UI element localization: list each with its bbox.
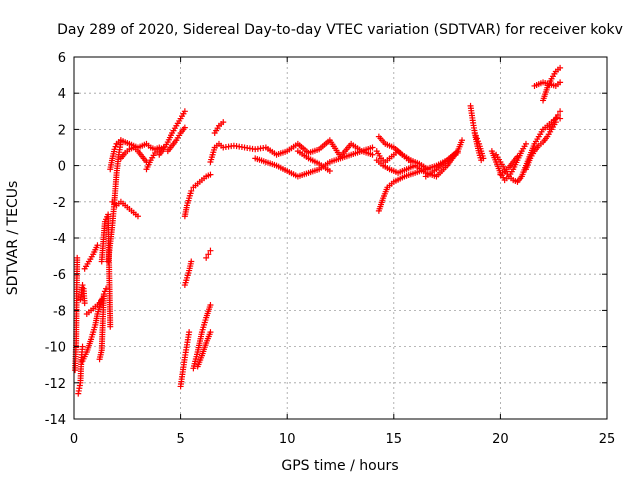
data-point [475,138,482,145]
y-tick-label: 2 [58,123,66,138]
data-point [81,300,88,307]
chart-title: Day 289 of 2020, Sidereal Day-to-day VTE… [57,22,623,38]
data-point [473,135,480,142]
data-point [557,79,564,86]
data-point [407,158,414,165]
data-point [102,285,109,292]
x-tick-label: 25 [599,432,616,447]
data-point [181,108,188,115]
y-tick-label: -8 [53,304,66,319]
y-tick-label: -14 [45,413,66,428]
data-point [207,329,214,336]
data-point [112,143,119,150]
y-axis-label: SDTVAR / TECUs [5,181,21,296]
data-point [107,323,114,330]
data-point [557,108,564,115]
data-point [207,247,214,254]
data-point [186,329,193,336]
x-axis-label: GPS time / hours [281,458,398,474]
data-point [472,132,479,139]
data-layer [72,64,564,397]
data-point [111,146,118,153]
y-tick-label: -2 [53,196,66,211]
y-tick-label: -6 [53,268,66,283]
data-point [188,258,195,265]
x-tick-label: 0 [70,432,78,447]
data-point [480,155,487,162]
data-point [369,151,376,158]
data-point [514,153,521,160]
data-point [205,251,212,258]
data-point [454,149,461,156]
x-tick-label: 10 [279,432,296,447]
data-point [188,187,195,194]
data-point [207,171,214,178]
data-point [181,124,188,131]
data-point [557,64,564,71]
data-point [554,111,561,118]
data-point [369,144,376,151]
data-point [134,213,141,220]
data-point [74,254,81,261]
data-point [94,242,101,249]
y-tick-label: -10 [45,341,66,356]
x-tick-label: 15 [386,432,403,447]
data-point [522,140,529,147]
data-point [220,119,227,126]
data-point [100,291,107,298]
data-point [557,115,564,122]
grid-layer [74,57,607,419]
x-tick-label: 5 [176,432,184,447]
data-point [203,254,210,261]
x-tick-label: 20 [492,432,509,447]
y-tick-label: 6 [58,51,66,66]
data-point [424,166,431,173]
data-point [79,282,86,289]
data-point [459,137,466,144]
y-tick-label: -12 [45,377,66,392]
tick-layer: 0 5 10 15 20 25 -14 -12 -10 -8 -6 -4 -2 0 2 4 6 [45,51,616,447]
data-point [471,130,478,137]
y-tick-label: -4 [53,232,66,247]
y-tick-label: 4 [58,87,66,102]
data-point [79,343,86,350]
y-tick-label: 0 [58,160,66,175]
data-point [326,168,333,175]
data-point [207,301,214,308]
